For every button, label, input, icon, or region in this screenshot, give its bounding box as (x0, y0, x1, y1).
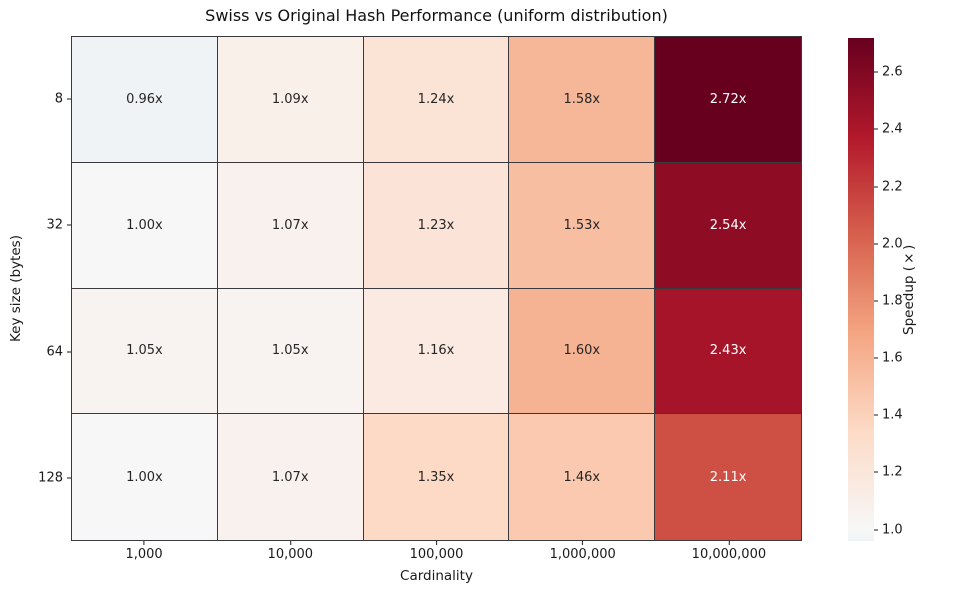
heatmap-cell: 1.46x (509, 414, 656, 540)
y-tick-mark (67, 98, 71, 100)
y-tick: 64 (46, 344, 71, 359)
colorbar-tick-label: 2.6 (882, 64, 903, 80)
colorbar-tick-label: 2.0 (882, 236, 903, 252)
heatmap-cell: 1.60x (509, 288, 656, 415)
y-axis: 8 32 64 128 (0, 36, 71, 541)
heatmap-cell: 1.00x (72, 162, 218, 289)
y-tick-label: 32 (46, 217, 63, 233)
heatmap-cell: 1.16x (363, 288, 510, 415)
chart-title: Swiss vs Original Hash Performance (unif… (205, 6, 668, 25)
colorbar-tick: 1.4 (874, 408, 903, 423)
heatmap-grid: 0.96x 1.09x 1.24x 1.58x 2.72x 1.00x 1.07x 1.23x… (71, 36, 802, 541)
colorbar-tick: 1.0 (874, 522, 903, 537)
y-axis-label: Key size (bytes) (8, 235, 24, 342)
heatmap-cell: 1.09x (217, 37, 364, 163)
heatmap-cell: 1.23x (363, 162, 510, 289)
colorbar-tick: 2.2 (874, 179, 903, 194)
heatmap-cell: 1.58x (509, 37, 656, 163)
colorbar-tick-label: 1.8 (882, 293, 903, 309)
x-axis: 1,000 10,000 100,000 1,000,000 10,000,000 (71, 541, 802, 567)
y-tick-label: 64 (46, 344, 63, 360)
heatmap-cell: 1.24x (363, 37, 510, 163)
y-tick-mark (67, 477, 71, 479)
colorbar: 1.0 1.2 1.4 1.6 1.8 2.0 2.2 2.4 2.6 (848, 38, 903, 541)
x-tick-mark (582, 541, 584, 545)
colorbar-tick: 2.4 (874, 122, 903, 137)
heatmap-cell: 1.05x (72, 288, 218, 415)
heatmap-cell: 1.07x (217, 162, 364, 289)
x-tick: 10,000,000 (692, 541, 766, 562)
heatmap-cell: 1.07x (217, 414, 364, 540)
x-tick-mark (728, 541, 730, 545)
x-axis-label: Cardinality (400, 568, 473, 584)
colorbar-tick-label: 1.2 (882, 464, 903, 480)
x-tick-label: 100,000 (409, 547, 464, 562)
y-tick: 128 (38, 470, 71, 485)
colorbar-tick-mark (874, 243, 878, 245)
colorbar-tick-mark (874, 529, 878, 531)
colorbar-tick-mark (874, 357, 878, 359)
x-tick-label: 10,000 (267, 547, 314, 562)
x-tick-label: 1,000,000 (549, 547, 616, 562)
heatmap-cell: 0.96x (72, 37, 218, 163)
colorbar-tick-mark (874, 71, 878, 73)
colorbar-tick-label: 1.4 (882, 407, 903, 423)
colorbar-tick: 1.2 (874, 465, 903, 480)
colorbar-tick-label: 1.6 (882, 350, 903, 366)
colorbar-tick: 2.6 (874, 65, 903, 80)
heatmap-cell: 2.11x (655, 414, 801, 540)
x-tick-mark (435, 541, 437, 545)
heatmap-cell: 1.05x (217, 288, 364, 415)
colorbar-gradient (848, 38, 874, 541)
y-tick-mark (67, 224, 71, 226)
x-tick: 1,000,000 (550, 541, 616, 562)
y-tick-mark (67, 351, 71, 353)
x-tick-label: 10,000,000 (691, 547, 767, 562)
colorbar-tick-label: 2.2 (882, 179, 903, 195)
colorbar-label: Speedup (×) (901, 244, 917, 335)
colorbar-tick: 1.6 (874, 351, 903, 366)
y-tick-label: 8 (54, 91, 63, 107)
y-tick: 8 (55, 92, 71, 107)
colorbar-tick-mark (874, 471, 878, 473)
heatmap-cell: 1.53x (509, 162, 656, 289)
x-tick: 100,000 (409, 541, 464, 562)
x-tick-mark (289, 541, 291, 545)
y-tick: 32 (46, 218, 71, 233)
x-tick: 1,000 (125, 541, 163, 562)
colorbar-tick-mark (874, 414, 878, 416)
y-tick-label: 128 (38, 470, 63, 486)
heatmap-cell: 2.54x (655, 162, 801, 289)
colorbar-tick-mark (874, 300, 878, 302)
colorbar-tick-mark (874, 186, 878, 188)
colorbar-tick: 1.8 (874, 293, 903, 308)
colorbar-tick-mark (874, 128, 878, 130)
x-tick-mark (143, 541, 145, 545)
heatmap-cell: 1.35x (363, 414, 510, 540)
colorbar-tick-label: 1.0 (882, 522, 903, 538)
x-tick-label: 1,000 (125, 547, 163, 562)
heatmap-cell: 1.00x (72, 414, 218, 540)
colorbar-tick: 2.0 (874, 236, 903, 251)
x-tick: 10,000 (267, 541, 314, 562)
colorbar-tick-label: 2.4 (882, 121, 903, 137)
heatmap-cell: 2.43x (655, 288, 801, 415)
heatmap-cell: 2.72x (655, 37, 801, 163)
